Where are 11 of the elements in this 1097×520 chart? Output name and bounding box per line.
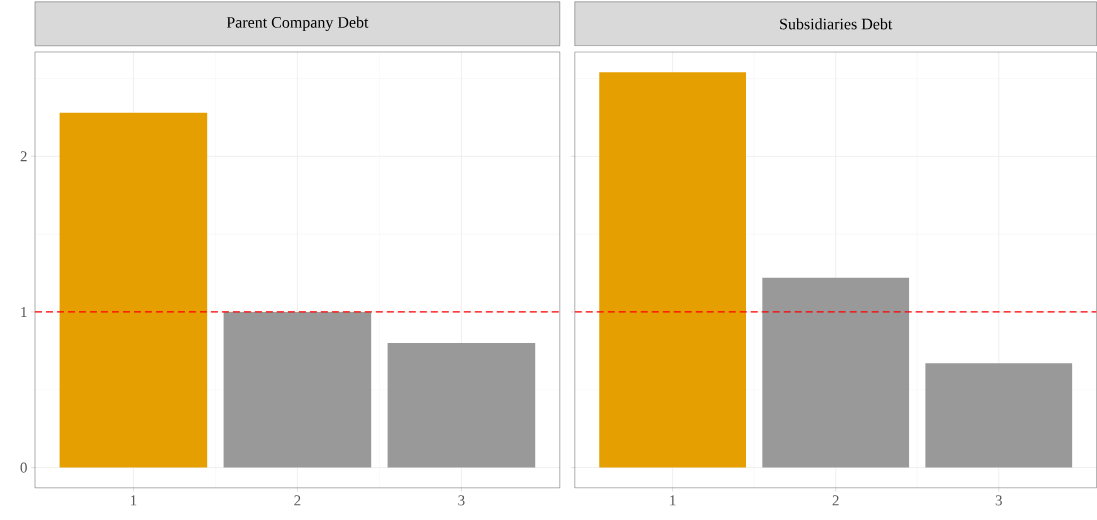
- chart-title: Subsidiaries Debt: [780, 18, 893, 30]
- x-tick-label: 2: [832, 495, 839, 506]
- y-tick-label: 1: [21, 307, 27, 317]
- x-tick-label: 1: [670, 495, 676, 506]
- x-tick-label: 1: [130, 495, 137, 506]
- x-tick-label: 2: [294, 495, 301, 506]
- chart-title: Parent Company Debt: [226, 16, 369, 32]
- x-tick-label: 3: [458, 495, 465, 506]
- y-tick-label: 0: [20, 462, 27, 473]
- x-tick-label: 3: [995, 495, 1002, 506]
- y-tick-label: 2: [20, 151, 27, 162]
